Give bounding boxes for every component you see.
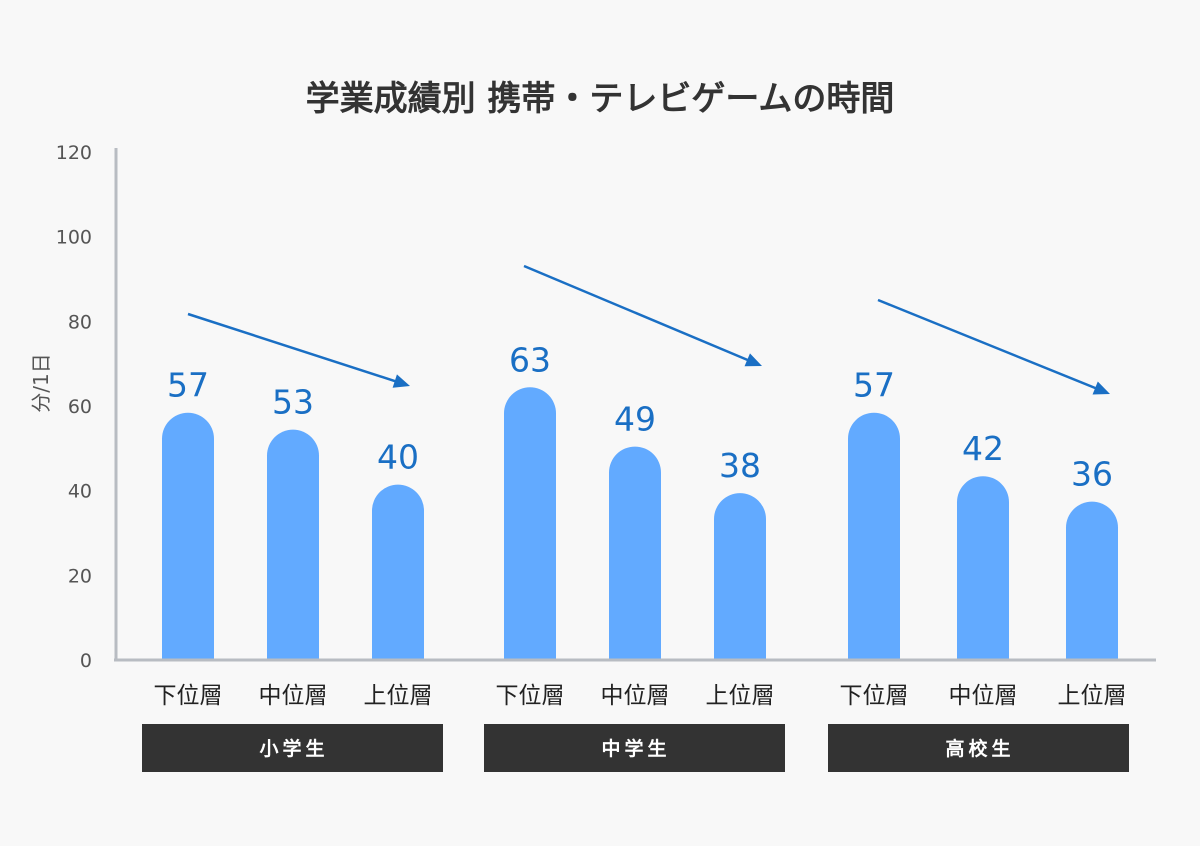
group-box [828,724,1129,772]
group-label: 中学生 [601,737,670,760]
y-tick-label: 20 [68,565,92,587]
category-label: 上位層 [706,683,775,709]
bar [1066,501,1118,660]
y-tick-label: 120 [56,142,92,164]
trend-arrow-head-icon [744,353,762,367]
value-label: 49 [614,400,656,439]
category-label: 上位層 [364,683,433,709]
category-label: 下位層 [840,683,909,709]
group-label: 小学生 [259,737,328,760]
group-box [484,724,785,772]
category-label: 下位層 [496,683,565,709]
value-label: 38 [719,446,761,485]
category-label: 中位層 [949,683,1018,709]
category-label: 中位層 [259,683,328,709]
value-label: 40 [377,438,419,477]
trend-arrow-head-icon [392,374,410,388]
bar [848,412,900,660]
group-label: 高校生 [945,737,1014,760]
category-label: 下位層 [154,683,223,709]
category-label: 上位層 [1058,683,1127,709]
value-label: 63 [509,340,551,379]
trend-arrow-head-icon [1092,381,1110,395]
bar [957,476,1009,660]
trend-arrow-line [187,312,399,384]
value-label: 57 [853,366,895,405]
trend-arrow-line [523,264,752,363]
trend-arrow-line [877,298,1100,391]
bar [714,493,766,660]
category-label: 中位層 [601,683,670,709]
bar [162,412,214,660]
y-tick-label: 60 [68,396,92,418]
value-label: 42 [962,429,1004,468]
value-label: 57 [167,366,209,405]
bar [504,387,556,660]
bar [372,484,424,660]
y-tick-label: 40 [68,481,92,503]
y-axis-label: 分/1日 [29,353,53,412]
group-box [142,724,443,772]
y-tick-label: 100 [56,227,92,249]
bar [267,429,319,660]
y-tick-label: 0 [80,650,92,672]
bar [609,446,661,660]
chart-title: 学業成績別 携帯・テレビゲームの時間 [306,79,895,119]
y-tick-label: 80 [68,311,92,333]
value-label: 53 [272,383,314,422]
value-label: 36 [1071,455,1113,494]
